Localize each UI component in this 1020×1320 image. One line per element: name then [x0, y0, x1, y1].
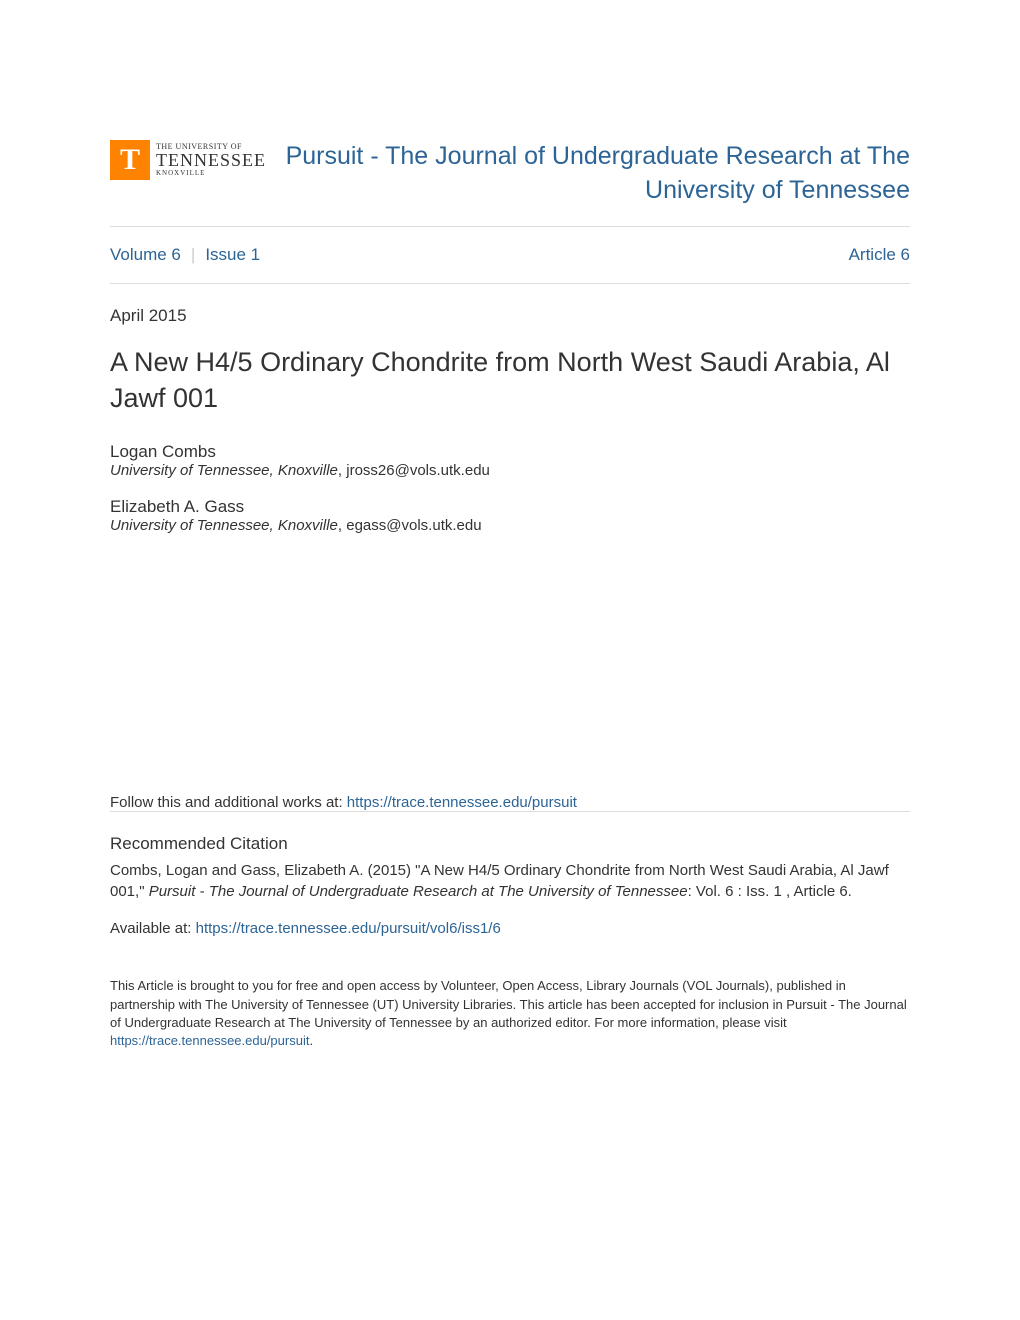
footer-note: This Article is brought to you for free …: [110, 977, 910, 1050]
header-row: T THE UNIVERSITY OF TENNESSEE KNOXVILLE …: [110, 140, 910, 208]
author-block: Elizabeth A. Gass University of Tennesse…: [110, 497, 910, 534]
article-title: A New H4/5 Ordinary Chondrite from North…: [110, 344, 910, 417]
journal-title: Pursuit - The Journal of Undergraduate R…: [284, 140, 910, 208]
publication-date: April 2015: [110, 306, 910, 326]
author-block: Logan Combs University of Tennessee, Kno…: [110, 442, 910, 479]
author-affil-sep: ,: [338, 462, 346, 479]
logo-text: THE UNIVERSITY OF TENNESSEE KNOXVILLE: [156, 143, 266, 178]
institution-logo: T THE UNIVERSITY OF TENNESSEE KNOXVILLE: [110, 140, 266, 180]
divider-mid: [110, 283, 910, 284]
author-email: jross26@vols.utk.edu: [346, 462, 490, 479]
footer-link[interactable]: https://trace.tennessee.edu/pursuit: [110, 1033, 309, 1048]
author-institution: University of Tennessee, Knoxville: [110, 462, 338, 479]
logo-t-icon: T: [110, 140, 150, 180]
logo-line2: TENNESSEE: [156, 151, 266, 170]
recommended-citation-body: Combs, Logan and Gass, Elizabeth A. (201…: [110, 860, 910, 902]
vol-issue-separator: |: [191, 245, 195, 265]
divider-citation: [110, 811, 910, 812]
author-name: Logan Combs: [110, 442, 910, 462]
volume-link[interactable]: Volume 6: [110, 245, 181, 265]
issue-link[interactable]: Issue 1: [205, 245, 260, 265]
author-affiliation: University of Tennessee, Knoxville, jros…: [110, 462, 910, 479]
author-affiliation: University of Tennessee, Knoxville, egas…: [110, 517, 910, 534]
available-prefix: Available at:: [110, 920, 196, 937]
volume-issue-left: Volume 6 | Issue 1: [110, 245, 260, 265]
follow-works-line: Follow this and additional works at: htt…: [110, 794, 910, 811]
footer-post: .: [309, 1033, 313, 1048]
author-institution: University of Tennessee, Knoxville: [110, 517, 338, 534]
citation-post: : Vol. 6 : Iss. 1 , Article 6.: [688, 883, 852, 900]
available-at-line: Available at: https://trace.tennessee.ed…: [110, 920, 910, 937]
author-email: egass@vols.utk.edu: [346, 517, 481, 534]
article-number-link[interactable]: Article 6: [849, 245, 910, 265]
citation-journal-name: Pursuit - The Journal of Undergraduate R…: [149, 883, 688, 900]
recommended-citation-heading: Recommended Citation: [110, 834, 910, 854]
author-name: Elizabeth A. Gass: [110, 497, 910, 517]
authors-block: Logan Combs University of Tennessee, Kno…: [110, 442, 910, 534]
journal-title-link[interactable]: Pursuit - The Journal of Undergraduate R…: [286, 142, 910, 204]
footer-pre: This Article is brought to you for free …: [110, 978, 907, 1029]
logo-line3: KNOXVILLE: [156, 170, 266, 177]
follow-prefix: Follow this and additional works at:: [110, 794, 347, 811]
follow-link[interactable]: https://trace.tennessee.edu/pursuit: [347, 794, 577, 811]
available-link[interactable]: https://trace.tennessee.edu/pursuit/vol6…: [196, 920, 501, 937]
author-affil-sep: ,: [338, 517, 346, 534]
volume-issue-row: Volume 6 | Issue 1 Article 6: [110, 227, 910, 283]
